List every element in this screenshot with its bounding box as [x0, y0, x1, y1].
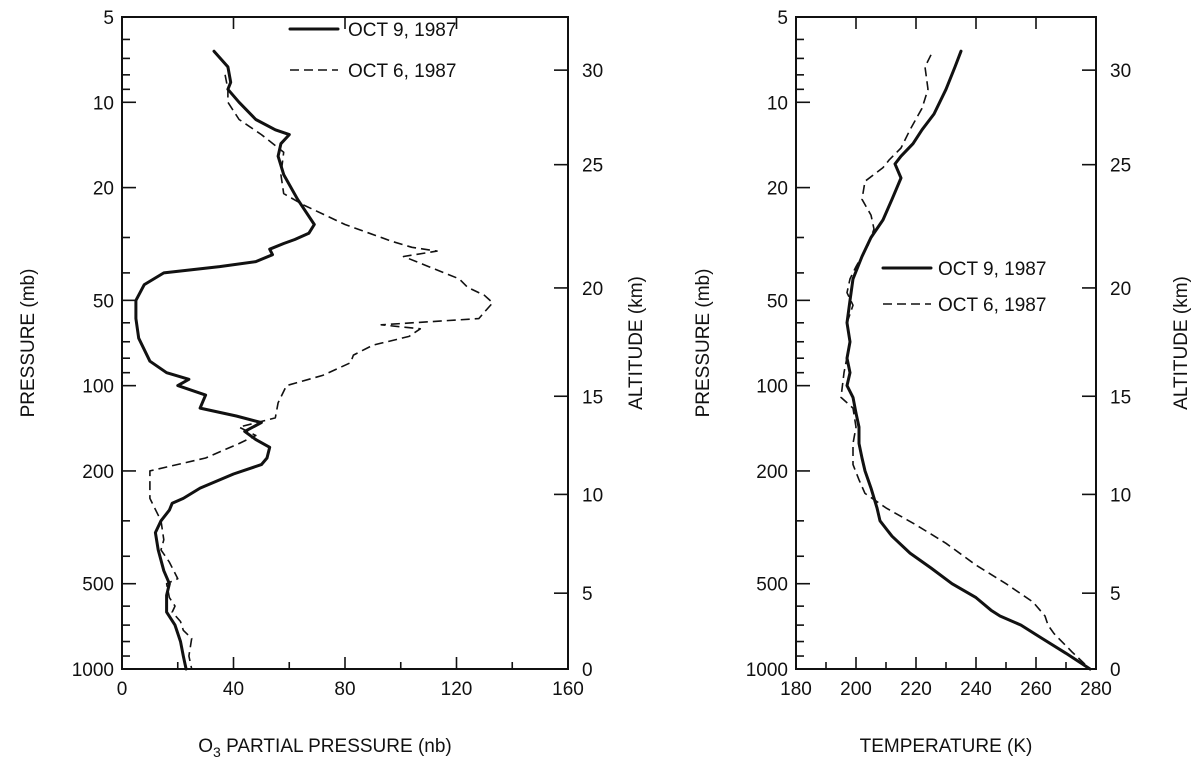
- temperature-y-tick-label: 50: [767, 291, 788, 312]
- ozone-x-tick-label: 40: [223, 679, 244, 700]
- temperature-x-tick-label: 180: [780, 679, 812, 700]
- ozone-series-oct9-line: [134, 49, 316, 671]
- ozone-y2-tick-label: 0: [582, 660, 593, 681]
- ozone-ylabel: PRESSURE (mb): [18, 269, 39, 418]
- ozone-x-tick-label: 120: [441, 679, 473, 700]
- temperature-series-oct6-line: [840, 54, 1091, 670]
- temperature-x-tick-label: 220: [900, 679, 932, 700]
- ozone-legend-oct6: OCT 6, 1987: [348, 61, 456, 82]
- temperature-legend-oct9: OCT 9, 1987: [938, 259, 1046, 280]
- ozone-y-tick-label: 500: [82, 575, 114, 596]
- temperature-y2-tick-label: 20: [1110, 279, 1131, 300]
- ozone-xlabel-subscript: 3: [213, 744, 221, 760]
- ozone-y-tick-label: 200: [82, 462, 114, 483]
- temperature-x-tick-label: 260: [1020, 679, 1052, 700]
- ozone-y-tick-label: 5: [103, 8, 114, 29]
- temperature-plot-frame: [795, 16, 1097, 670]
- temperature-y2-tick-label: 25: [1110, 156, 1131, 177]
- temperature-x-tick-label: 280: [1080, 679, 1112, 700]
- temperature-legend-oct6: OCT 6, 1987: [938, 295, 1046, 316]
- ozone-xlabel: O3 PARTIAL PRESSURE (nb): [198, 736, 451, 760]
- temperature-y2-tick-label: 15: [1110, 387, 1131, 408]
- temperature-y2label: ALTITUDE (km): [1171, 276, 1192, 410]
- ozone-y-tick-label: 50: [93, 291, 114, 312]
- ozone-y2-tick-label: 20: [582, 279, 603, 300]
- ozone-y2-tick-label: 15: [582, 387, 603, 408]
- ozone-y2-tick-label: 30: [582, 61, 603, 82]
- ozone-y-tick-label: 100: [82, 377, 114, 398]
- ozone-y-tick-label: 20: [93, 179, 114, 200]
- temperature-xlabel: TEMPERATURE (K): [860, 736, 1033, 757]
- ozone-legend: OCT 9, 1987 OCT 6, 1987: [288, 20, 456, 82]
- temperature-series-oct9-line: [845, 49, 1092, 671]
- temperature-y-tick-label: 20: [767, 179, 788, 200]
- temperature-y2-tick-label: 30: [1110, 61, 1131, 82]
- ozone-y2label: ALTITUDE (km): [626, 276, 647, 410]
- temperature-y-tick-label: 10: [767, 93, 788, 114]
- ozone-y-tick-label: 10: [93, 93, 114, 114]
- ozone-plot-frame: [121, 16, 569, 670]
- ozone-series: [134, 49, 494, 671]
- ozone-xlabel-rest: PARTIAL PRESSURE (nb): [221, 736, 452, 757]
- temperature-y-tick-label: 200: [756, 462, 788, 483]
- ozone-series-oct6-line: [149, 74, 494, 670]
- temperature-y-tick-label: 100: [756, 377, 788, 398]
- ozone-legend-oct9: OCT 9, 1987: [348, 20, 456, 41]
- ozone-x-tick-label: 80: [334, 679, 355, 700]
- ozone-x-tick-label: 0: [117, 679, 128, 700]
- temperature-legend: OCT 9, 1987 OCT 6, 1987: [881, 259, 1046, 316]
- temperature-x-tick-label: 200: [840, 679, 872, 700]
- ozone-x-tick-label: 160: [552, 679, 584, 700]
- ozone-y-tick-label: 1000: [72, 660, 114, 681]
- temperature-y-tick-label: 1000: [746, 660, 788, 681]
- temperature-y-tick-label: 5: [777, 8, 788, 29]
- temperature-ylabel: PRESSURE (mb): [693, 269, 714, 418]
- temperature-y2-tick-label: 5: [1110, 584, 1121, 605]
- ozone-y2-tick-label: 10: [582, 485, 603, 506]
- ozone-y2-tick-label: 25: [582, 156, 603, 177]
- temperature-y2-tick-label: 10: [1110, 485, 1131, 506]
- temperature-x-tick-label: 240: [960, 679, 992, 700]
- ozone-y2-tick-label: 5: [582, 584, 593, 605]
- temperature-series: [840, 49, 1092, 671]
- temperature-y2-tick-label: 0: [1110, 660, 1121, 681]
- ozone-xlabel-o: O: [198, 736, 213, 757]
- temperature-y-tick-label: 500: [756, 575, 788, 596]
